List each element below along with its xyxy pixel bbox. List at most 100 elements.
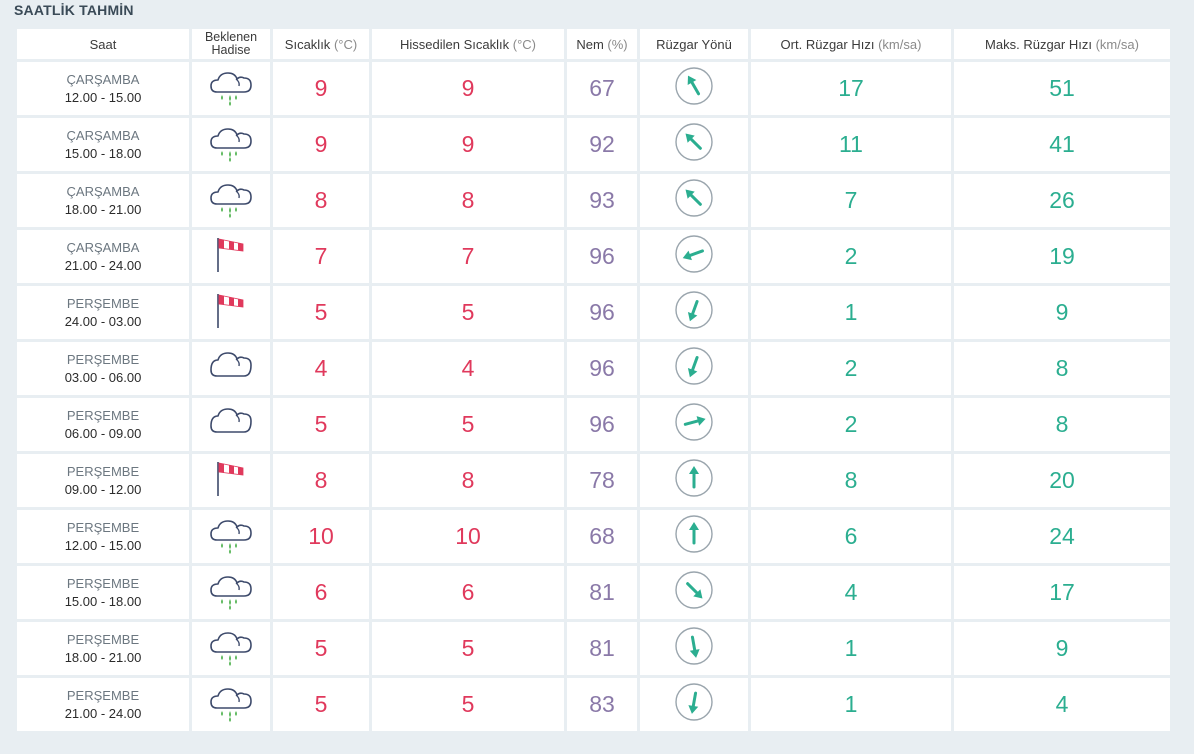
avg-wind-speed-value: 2 [751,342,951,395]
avg-wind-speed-value: 1 [751,286,951,339]
max-wind-speed-value: 51 [954,62,1170,115]
wind-direction-cell [640,286,748,339]
humidity-value: 81 [567,622,637,675]
table-row: PERŞEMBE 12.00 - 15.00 10 10 68 6 24 [17,510,1170,563]
temperature-value: 5 [273,398,369,451]
humidity-value: 93 [567,174,637,227]
table-row: PERŞEMBE 21.00 - 24.00 5 5 83 1 4 [17,678,1170,731]
time-cell: PERŞEMBE 24.00 - 03.00 [17,286,189,339]
cloud-rain-icon [207,626,255,666]
table-row: PERŞEMBE 18.00 - 21.00 5 5 81 1 9 [17,622,1170,675]
max-wind-speed-value: 9 [954,622,1170,675]
wind-direction-cell [640,174,748,227]
temperature-value: 6 [273,566,369,619]
time-range: 15.00 - 18.00 [64,145,142,161]
weather-cell [192,678,270,731]
time-range: 21.00 - 24.00 [64,705,142,721]
wind-direction-cell [640,678,748,731]
avg-wind-speed-value: 2 [751,230,951,283]
time-cell: PERŞEMBE 03.00 - 06.00 [17,342,189,395]
max-wind-speed-value: 20 [954,454,1170,507]
weather-cell [192,62,270,115]
temperature-value: 5 [273,286,369,339]
weather-cell [192,622,270,675]
avg-wind-speed-value: 2 [751,398,951,451]
avg-wind-speed-value: 6 [751,510,951,563]
time-cell: ÇARŞAMBA 15.00 - 18.00 [17,118,189,171]
feels-like-value: 8 [372,454,564,507]
avg-wind-speed-value: 1 [751,622,951,675]
wind-direction-cell [640,566,748,619]
time-range: 03.00 - 06.00 [64,369,142,385]
max-wind-speed-value: 8 [954,398,1170,451]
table-row: PERŞEMBE 09.00 - 12.00 8 8 78 8 20 [17,454,1170,507]
day-label: PERŞEMBE [66,351,140,367]
wind-direction-cell [640,342,748,395]
table-row: ÇARŞAMBA 18.00 - 21.00 8 8 93 7 26 [17,174,1170,227]
cloud-rain-icon [207,66,255,106]
max-wind-speed-value: 8 [954,342,1170,395]
weather-cell [192,510,270,563]
humidity-value: 96 [567,398,637,451]
table-row: PERŞEMBE 24.00 - 03.00 5 5 96 1 9 [17,286,1170,339]
humidity-value: 67 [567,62,637,115]
day-label: ÇARŞAMBA [66,127,140,143]
avg-wind-speed-value: 7 [751,174,951,227]
feels-like-value: 8 [372,174,564,227]
wind-direction-arrow-icon [673,625,715,667]
day-label: PERŞEMBE [66,575,140,591]
max-wind-speed-value: 9 [954,286,1170,339]
wind-direction-arrow-icon [673,569,715,611]
wind-direction-cell [640,454,748,507]
table-row: PERŞEMBE 15.00 - 18.00 6 6 81 4 17 [17,566,1170,619]
max-wind-speed-value: 24 [954,510,1170,563]
cloud-rain-icon [207,514,255,554]
wind-direction-arrow-icon [673,457,715,499]
temperature-value: 5 [273,678,369,731]
wind-direction-cell [640,230,748,283]
windsock-icon [207,234,255,274]
feels-like-value: 5 [372,622,564,675]
wind-direction-cell [640,510,748,563]
day-label: PERŞEMBE [66,295,140,311]
wind-direction-arrow-icon [673,65,715,107]
weather-cell [192,454,270,507]
time-range: 18.00 - 21.00 [64,649,142,665]
windsock-icon [207,290,255,330]
feels-like-value: 6 [372,566,564,619]
max-wind-speed-value: 41 [954,118,1170,171]
humidity-value: 83 [567,678,637,731]
table-row: ÇARŞAMBA 15.00 - 18.00 9 9 92 11 41 [17,118,1170,171]
max-wind-speed-value: 17 [954,566,1170,619]
wind-direction-cell [640,622,748,675]
header-sicaklik: Sıcaklık (°C) [273,29,369,59]
day-label: ÇARŞAMBA [66,71,140,87]
time-cell: PERŞEMBE 12.00 - 15.00 [17,510,189,563]
cloud-icon [207,402,255,442]
table-row: PERŞEMBE 03.00 - 06.00 4 4 96 2 8 [17,342,1170,395]
table-header-row: Saat Beklenen Hadise Sıcaklık (°C) Hissed… [17,29,1170,59]
day-label: ÇARŞAMBA [66,239,140,255]
time-range: 06.00 - 09.00 [64,425,142,441]
weather-cell [192,174,270,227]
time-range: 24.00 - 03.00 [64,313,142,329]
time-cell: PERŞEMBE 09.00 - 12.00 [17,454,189,507]
hourly-forecast-table: Saat Beklenen Hadise Sıcaklık (°C) Hissed… [14,26,1173,734]
windsock-icon [207,458,255,498]
humidity-value: 78 [567,454,637,507]
header-maks-ruzgar: Maks. Rüzgar Hızı (km/sa) [954,29,1170,59]
header-hissedilen: Hissedilen Sıcaklık (°C) [372,29,564,59]
max-wind-speed-value: 26 [954,174,1170,227]
humidity-value: 96 [567,342,637,395]
avg-wind-speed-value: 17 [751,62,951,115]
temperature-value: 5 [273,622,369,675]
wind-direction-arrow-icon [673,233,715,275]
temperature-value: 8 [273,454,369,507]
time-range: 15.00 - 18.00 [64,593,142,609]
table-row: ÇARŞAMBA 21.00 - 24.00 7 7 96 2 19 [17,230,1170,283]
time-cell: PERŞEMBE 18.00 - 21.00 [17,622,189,675]
feels-like-value: 10 [372,510,564,563]
weather-cell [192,398,270,451]
header-saat: Saat [17,29,189,59]
cloud-icon [207,346,255,386]
